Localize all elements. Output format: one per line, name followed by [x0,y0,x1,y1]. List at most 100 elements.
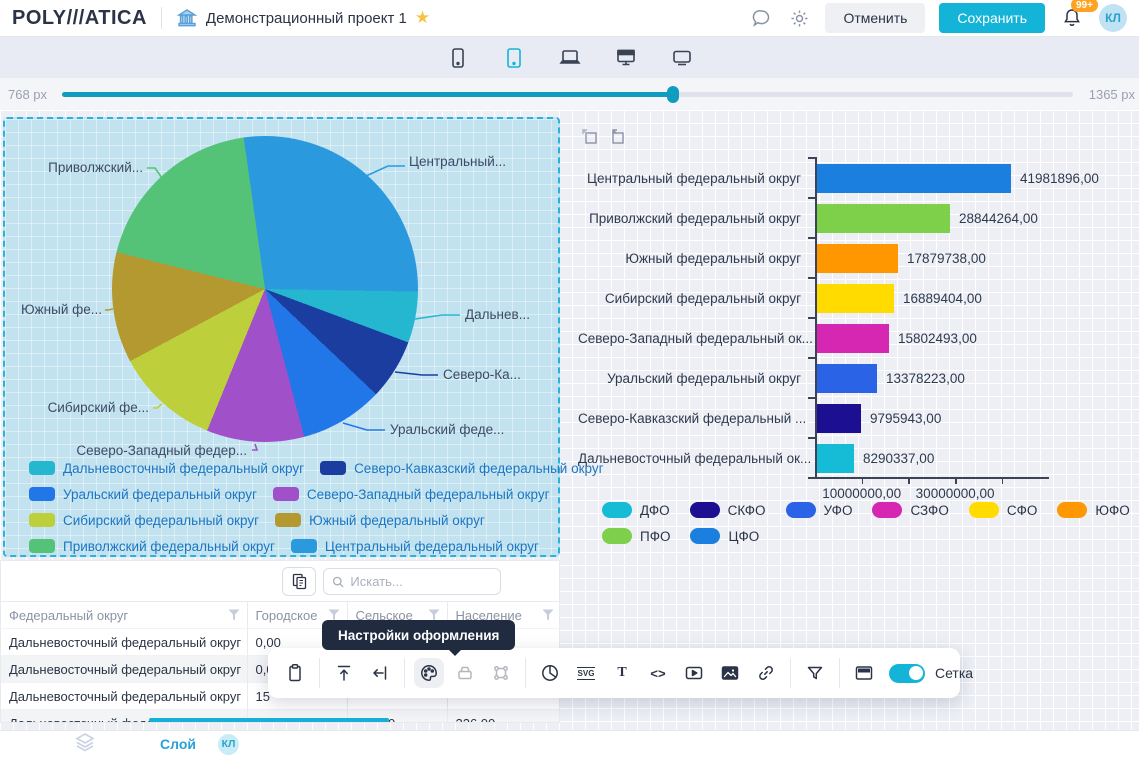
table-cell: Дальневосточный федеральный округ [1,628,248,656]
upload-icon[interactable] [329,658,359,688]
device-tablet-icon[interactable] [499,44,529,72]
dashboard-canvas[interactable]: Центральный... Дальнев... Северо-Ка... Урал… [0,110,1139,730]
pie-legend-item[interactable]: Дальневосточный федеральный округ [29,461,304,476]
save-button[interactable]: Сохранить [939,3,1045,33]
header-panel-icon[interactable] [849,658,879,688]
link-icon[interactable] [751,658,781,688]
layers-icon[interactable] [74,731,96,757]
y-axis-tick [808,157,815,159]
grid-toggle[interactable] [889,663,925,683]
x-axis-tick [861,479,864,484]
x-axis-tick [955,479,957,484]
cancel-button[interactable]: Отменить [825,3,926,33]
pie-legend-item[interactable]: Северо-Кавказский федеральный округ [320,461,604,476]
legend-label: СФО [1006,502,1038,518]
bar-value-label: 16889404,00 [903,290,982,306]
bar-value-label: 41981896,00 [1020,170,1099,186]
bar-category-label: Северо-Западный федеральный ок... [578,330,813,346]
image-icon[interactable] [715,658,745,688]
widget-reorder-forward-icon[interactable] [579,126,601,148]
pie-slice-label: Южный фе... [21,302,102,317]
bar-legend-item[interactable]: УФО [785,502,852,518]
palette-icon[interactable] [414,658,444,688]
bar-row: Дальневосточный федеральный ок... 8290337… [578,438,1099,478]
video-icon[interactable] [679,658,709,688]
bar-legend-item[interactable]: СЗФО [872,502,949,518]
horizontal-scrollbar[interactable] [149,718,389,722]
toolbar-divider [319,658,320,688]
slider-thumb[interactable] [666,85,679,103]
clipboard-icon[interactable] [280,658,310,688]
bar[interactable] [815,403,861,433]
bar[interactable] [815,443,854,473]
pie-callout-line [105,308,114,311]
pie-legend-item[interactable]: Приволжский федеральный округ [29,539,275,554]
bar-legend-item[interactable]: СФО [968,502,1038,518]
user-avatar[interactable]: КЛ [1099,4,1127,32]
bar-legend-item[interactable]: ПФО [602,528,670,544]
toggle-knob [908,666,923,680]
bar[interactable] [815,363,877,393]
bar[interactable] [815,283,894,313]
widget-reorder-back-icon[interactable] [607,126,629,148]
bar-chart[interactable]: Центральный федеральный округ 41981896,00… [578,158,1099,478]
code-icon[interactable]: <> [650,665,666,681]
column-filter-icon[interactable] [428,609,440,621]
y-axis-tick [808,277,815,279]
settings-gear-icon[interactable] [787,6,811,30]
bar-value-label: 8290337,00 [863,450,935,466]
pie-chart-widget[interactable]: Центральный... Дальнев... Северо-Ка... Урал… [3,117,604,557]
column-header[interactable]: Федеральный округ [1,601,248,629]
pie-legend-item[interactable]: Сибирский федеральный округ [29,513,259,528]
table-header: Федеральный округ Городское Сельское Населе… [1,601,559,629]
column-header[interactable]: Городское [247,601,348,629]
device-monitor-icon[interactable] [611,44,641,72]
legend-label: Дальневосточный федеральный округ [63,460,305,476]
pie-callout-line [365,165,405,177]
column-filter-icon[interactable] [542,609,554,621]
legend-swatch [29,487,55,501]
svg-icon[interactable]: SVG [576,666,596,680]
pie-legend-item[interactable]: Северо-Западный федеральный округ [272,487,550,502]
pie-slice-label: Сибирский фе... [48,400,149,415]
filter-icon[interactable] [800,658,830,688]
bar-legend-item[interactable]: ЮФО [1057,502,1130,518]
bar[interactable] [815,203,950,233]
comments-icon[interactable] [749,6,773,30]
table-row[interactable]: Дальневосточный федеральный округ0,00226… [1,709,559,722]
width-slider[interactable] [62,85,1073,103]
toolbar-divider [404,658,405,688]
app-footer: Слой КЛ [0,730,1139,757]
device-phone-icon[interactable] [443,44,473,72]
pie-callout-labels: Центральный... Дальнев... Северо-Ка... Урал… [21,154,530,458]
column-filter-icon[interactable] [328,609,340,621]
bar[interactable] [815,323,889,353]
slider-max-label: 1365 px [1088,86,1135,102]
bar-row: Северо-Кавказский федеральный ... 9795943… [578,398,1099,438]
bar-legend-item[interactable]: ЦФО [690,528,759,544]
column-filter-icon[interactable] [228,609,240,621]
pie-legend-item[interactable]: Уральский федеральный округ [29,487,257,502]
device-tv-icon[interactable] [667,44,697,72]
bar-legend-item[interactable]: СКФО [689,502,766,518]
notifications-bell-icon[interactable]: 99+ [1059,0,1098,31]
bar-row: Северо-Западный федеральный ок... 1580249… [578,318,1099,358]
collapse-left-icon[interactable] [365,658,395,688]
duplicate-icon[interactable] [282,567,316,596]
text-icon[interactable]: T [617,665,627,680]
bar[interactable] [815,243,898,273]
bar-row: Сибирский федеральный округ 16889404,00 [578,278,1099,318]
search-input[interactable] [350,574,492,589]
pie-chart[interactable] [112,136,418,442]
legend-label: Приволжский федеральный округ [63,538,275,554]
device-laptop-icon[interactable] [555,44,585,72]
bar-legend-item[interactable]: ДФО [602,502,670,518]
table-search[interactable] [323,568,501,595]
pie-legend-item[interactable]: Южный федеральный округ [275,513,485,528]
layer-tab[interactable]: Слой [160,736,196,752]
pie-slice-label: Уральский феде... [390,422,504,437]
bar[interactable] [815,163,1011,193]
favorite-star-icon[interactable]: ★ [414,8,431,27]
pie-legend-item[interactable]: Центральный федеральный округ [290,539,539,554]
pie-chart-icon[interactable] [535,658,565,688]
